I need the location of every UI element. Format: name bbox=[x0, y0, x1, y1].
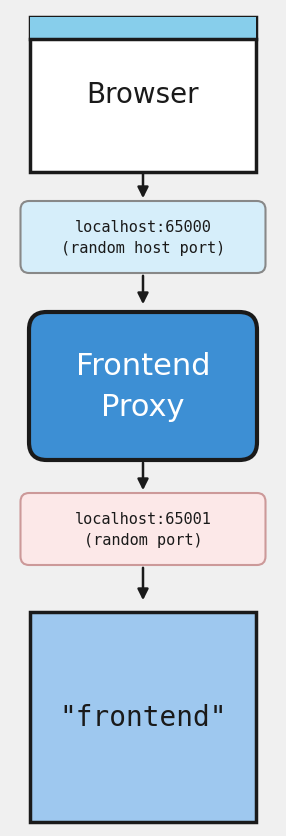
Bar bbox=[30, 612, 256, 822]
Bar bbox=[30, 18, 256, 172]
Bar bbox=[30, 18, 256, 39]
FancyBboxPatch shape bbox=[21, 493, 265, 565]
Text: localhost:65001
(random port): localhost:65001 (random port) bbox=[75, 512, 211, 548]
FancyBboxPatch shape bbox=[21, 201, 265, 273]
Text: localhost:65000
(random host port): localhost:65000 (random host port) bbox=[61, 220, 225, 256]
Text: Browser: Browser bbox=[87, 81, 199, 109]
FancyBboxPatch shape bbox=[29, 313, 257, 461]
Text: Frontend
Proxy: Frontend Proxy bbox=[76, 352, 210, 421]
Text: "frontend": "frontend" bbox=[59, 703, 227, 732]
